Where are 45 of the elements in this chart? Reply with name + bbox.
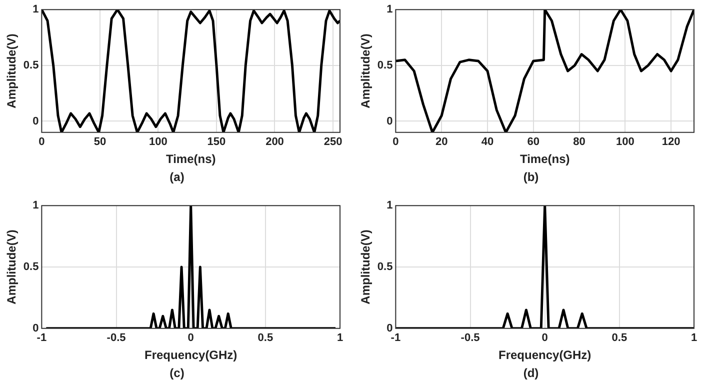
y-tick-label: 1 <box>32 200 39 212</box>
x-tick-label: 50 <box>94 136 106 148</box>
y-tick-label: 0 <box>32 322 39 334</box>
x-tick-label: 0.5 <box>612 332 628 344</box>
x-axis-title: Time(ns) <box>520 152 570 166</box>
y-axis-title: Amplitude(V) <box>358 34 373 108</box>
x-tick-label: 100 <box>616 136 634 148</box>
y-tick-label: 0 <box>386 322 393 334</box>
x-tick-label: 120 <box>662 136 680 148</box>
y-tick-label: 1 <box>386 4 393 16</box>
x-tick-label: -1 <box>390 332 401 344</box>
x-tick-label: 0 <box>188 332 194 344</box>
x-tick-label: 200 <box>266 136 284 148</box>
x-tick-label: 100 <box>149 136 168 148</box>
x-axis-title: Frequency(GHz) <box>498 348 592 362</box>
y-tick-label: 0.5 <box>23 261 39 274</box>
x-tick-label: -1 <box>36 332 47 344</box>
y-tick-label: 0 <box>386 115 393 128</box>
y-tick-label: 1 <box>386 200 393 212</box>
y-tick-label: 0 <box>32 115 39 128</box>
text: (b) <box>522 170 540 184</box>
text: (c) <box>168 366 186 380</box>
x-tick-label: 20 <box>435 136 448 148</box>
x-tick-label: 1 <box>336 332 344 344</box>
text: (a) <box>168 170 186 184</box>
y-tick-label: 0.5 <box>377 59 393 72</box>
x-tick-label: 60 <box>527 136 540 148</box>
y-tick-label: 0.5 <box>23 59 39 72</box>
x-tick-label: 0 <box>542 332 548 344</box>
x-tick-label: 150 <box>207 136 226 148</box>
x-tick-label: -0.5 <box>106 332 126 344</box>
x-tick-label: 80 <box>573 136 586 148</box>
y-tick-label: 0.5 <box>377 261 393 274</box>
y-axis-title: Amplitude(V) <box>358 230 373 304</box>
x-axis-title: Frequency(GHz) <box>144 348 238 362</box>
x-tick-label: 0.5 <box>258 332 274 344</box>
x-tick-label: 1 <box>690 332 698 344</box>
y-tick-label: 1 <box>32 4 39 16</box>
y-axis-title: Amplitude(V) <box>4 34 19 108</box>
x-tick-label: -0.5 <box>460 332 480 344</box>
y-axis-title: Amplitude(V) <box>4 230 19 304</box>
text: (d) <box>522 366 540 380</box>
x-tick-label: 40 <box>481 136 494 148</box>
x-tick-label: 250 <box>324 136 342 148</box>
x-axis-title: Time(ns) <box>166 152 216 166</box>
